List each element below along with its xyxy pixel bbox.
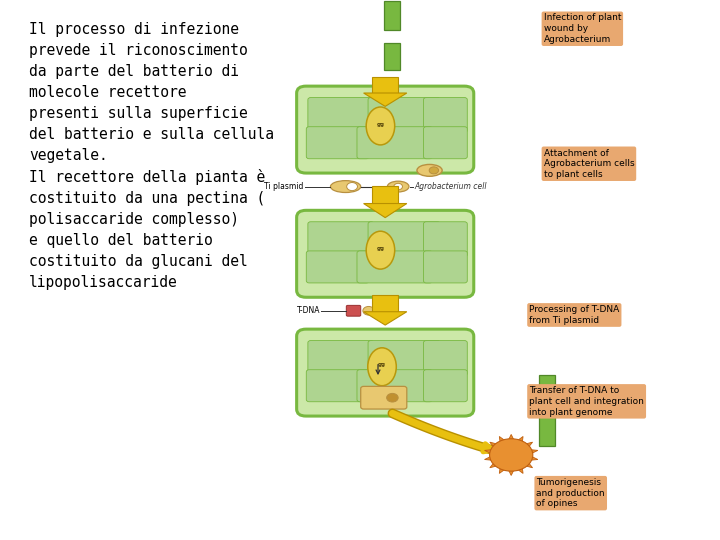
Polygon shape [508,434,515,442]
Ellipse shape [387,393,398,402]
Polygon shape [522,461,533,468]
Polygon shape [490,442,500,449]
Ellipse shape [429,167,438,174]
FancyBboxPatch shape [423,98,467,132]
Polygon shape [522,442,533,449]
FancyBboxPatch shape [368,222,441,256]
Ellipse shape [347,183,358,191]
Text: T-DNA: T-DNA [297,306,320,315]
Polygon shape [364,93,407,106]
FancyBboxPatch shape [423,341,467,375]
Polygon shape [372,186,398,204]
Polygon shape [372,77,398,93]
Text: Transfer of T-DNA to
plant cell and integration
into plant genome: Transfer of T-DNA to plant cell and inte… [529,386,644,416]
FancyBboxPatch shape [297,86,474,173]
FancyBboxPatch shape [308,341,374,375]
FancyBboxPatch shape [423,222,467,256]
FancyBboxPatch shape [346,305,361,316]
Polygon shape [485,449,495,455]
Polygon shape [364,312,407,325]
FancyBboxPatch shape [361,387,407,409]
FancyBboxPatch shape [297,329,474,416]
Ellipse shape [368,348,396,386]
FancyBboxPatch shape [306,127,369,159]
Ellipse shape [366,231,395,269]
Ellipse shape [417,164,442,176]
Text: Tumorigenesis
and production
of opines: Tumorigenesis and production of opines [536,478,605,508]
Polygon shape [515,465,523,474]
FancyBboxPatch shape [297,210,474,297]
Ellipse shape [394,183,402,190]
FancyBboxPatch shape [368,341,441,375]
Ellipse shape [366,107,395,145]
Text: Il processo di infezione
prevede il riconoscimento
da parte del batterio di
mole: Il processo di infezione prevede il rico… [29,22,274,290]
Polygon shape [372,295,398,312]
Text: Ti plasmid: Ti plasmid [264,182,304,191]
Text: gg: gg [377,122,384,126]
Text: gg: gg [378,362,386,367]
Polygon shape [384,43,400,70]
FancyBboxPatch shape [357,127,433,159]
FancyBboxPatch shape [357,370,433,402]
FancyBboxPatch shape [423,370,467,402]
Polygon shape [500,465,508,474]
Polygon shape [508,468,515,476]
FancyBboxPatch shape [423,127,467,159]
Text: gg: gg [377,246,384,251]
Polygon shape [364,204,407,218]
Ellipse shape [363,306,374,315]
Text: Agrobacterium cell: Agrobacterium cell [414,182,487,191]
Polygon shape [384,1,400,30]
Polygon shape [515,436,523,445]
Polygon shape [500,436,508,445]
FancyBboxPatch shape [306,370,369,402]
Polygon shape [485,455,495,461]
Polygon shape [527,455,538,461]
Ellipse shape [330,180,361,192]
Ellipse shape [387,181,409,192]
Polygon shape [490,461,500,468]
FancyBboxPatch shape [308,98,374,132]
FancyBboxPatch shape [357,251,433,283]
FancyBboxPatch shape [306,251,369,283]
Polygon shape [527,449,538,455]
Polygon shape [539,375,555,445]
Text: Infection of plant
wound by
Agrobacterium: Infection of plant wound by Agrobacteriu… [544,14,621,44]
FancyBboxPatch shape [368,98,441,132]
FancyBboxPatch shape [308,222,374,256]
FancyBboxPatch shape [423,251,467,283]
Text: Processing of T-DNA
from Ti plasmid: Processing of T-DNA from Ti plasmid [529,305,619,325]
Text: Attachment of
Agrobacterium cells
to plant cells: Attachment of Agrobacterium cells to pla… [544,148,634,179]
Circle shape [490,438,533,471]
